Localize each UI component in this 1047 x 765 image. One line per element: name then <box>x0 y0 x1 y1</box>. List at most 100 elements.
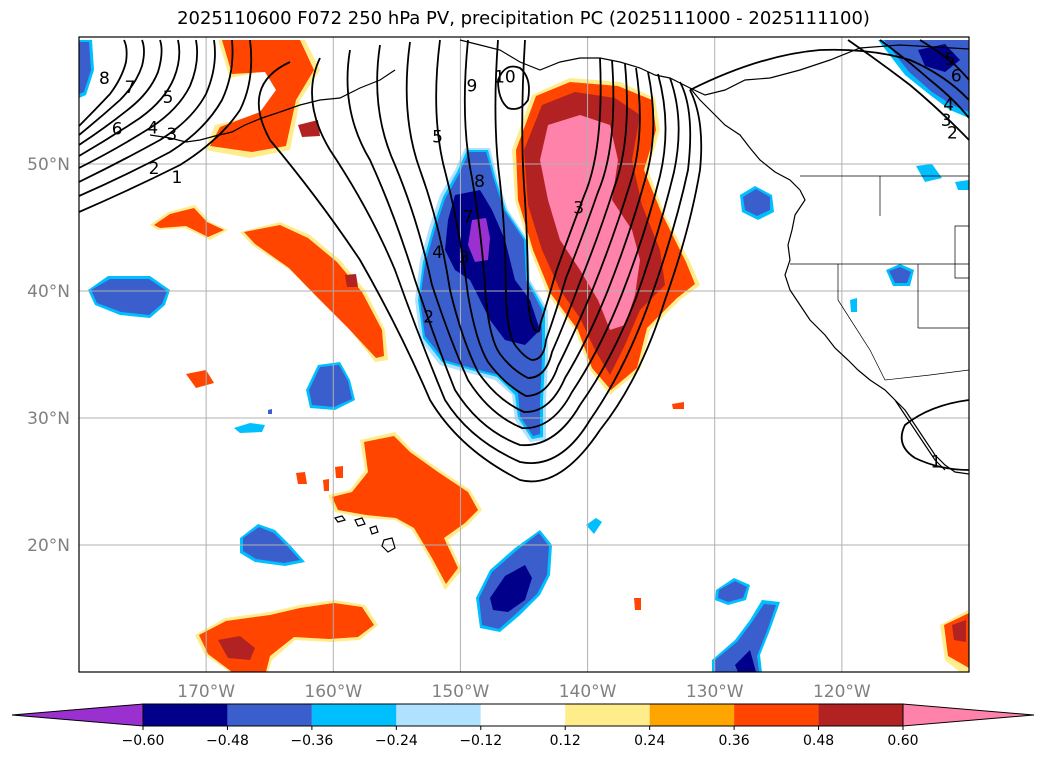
pv-contour <box>79 39 216 183</box>
lat-tick-label: 40°N <box>27 282 70 302</box>
precip-anomaly-positive <box>335 466 343 478</box>
pv-contour <box>689 48 969 101</box>
pv-contour <box>79 39 163 146</box>
colorbar-tick-label: −0.24 <box>375 733 418 749</box>
colorbar-tick-label: 0.36 <box>719 733 750 749</box>
pv-contour <box>879 39 969 119</box>
pv-contour-label: 2 <box>423 308 434 328</box>
colorbar-tick-label: −0.60 <box>122 733 165 749</box>
precip-anomaly-negative <box>234 423 265 433</box>
pv-contour-label: 1 <box>171 168 182 188</box>
pv-contour <box>847 39 969 141</box>
pv-contour-label: 7 <box>124 78 135 98</box>
precip-anomaly-negative <box>445 190 540 345</box>
pv-contour-label: 9 <box>466 77 477 97</box>
colorbar-swatch <box>649 704 735 726</box>
coastline-baja <box>894 399 946 471</box>
pv-contour <box>376 44 667 429</box>
pv-contour-label: 3 <box>459 248 470 268</box>
pv-contour <box>311 57 692 464</box>
precip-anomaly-positive <box>332 436 478 584</box>
colorbar-tick-label: −0.36 <box>290 733 333 749</box>
precip-anomaly-positive <box>186 370 214 388</box>
precip-anomaly-negative <box>889 267 911 283</box>
colorbar-outline <box>142 703 904 727</box>
colorbar-swatch <box>565 704 650 726</box>
precip-anomaly-negative <box>718 581 747 602</box>
precip-anomaly-negative <box>468 218 490 262</box>
coastline-hawaii <box>333 515 396 553</box>
pv-contour <box>919 39 969 81</box>
colorbar-swatch <box>311 704 397 726</box>
precip-anomaly-positive <box>296 472 307 484</box>
pv-contour <box>900 399 969 471</box>
precip-anomaly-negative <box>735 650 756 672</box>
precip-fields <box>79 40 969 672</box>
precip-anomaly-negative <box>916 164 942 182</box>
colorbar-tick-label: −0.12 <box>459 733 502 749</box>
precip-anomaly-negative <box>955 180 969 190</box>
pv-contour <box>79 39 253 213</box>
colorbar-swatch <box>143 704 228 726</box>
pv-contour-label: 4 <box>147 118 158 138</box>
pv-contour <box>79 39 145 136</box>
pv-contour-label: 3 <box>166 125 177 145</box>
lon-tick-label: 160°W <box>304 682 362 702</box>
coastline-panhandle <box>689 87 801 191</box>
precip-anomaly-positive <box>672 402 684 409</box>
colorbar-extend-high <box>902 703 1035 727</box>
lon-tick-label: 130°W <box>686 682 744 702</box>
pv-contour <box>494 39 615 361</box>
precip-anomaly-negative <box>715 604 776 672</box>
state-borders <box>790 175 969 381</box>
precip-anomaly-negative <box>490 565 532 612</box>
precip-anomaly-positive <box>540 115 640 330</box>
precip-anomaly-positive <box>298 120 320 137</box>
pv-contour-label: 8 <box>99 69 110 89</box>
coastline-aleutians <box>149 69 396 143</box>
pv-contour-label: 5 <box>945 50 956 70</box>
colorbar-swatch <box>396 704 481 726</box>
pv-contour <box>79 39 181 157</box>
colorbar-tick-label: 0.24 <box>634 733 665 749</box>
colorbar-swatch <box>734 704 819 726</box>
colorbar: −0.60 −0.48 −0.36 −0.24 −0.12 0.12 0.24 0.36 0.4… <box>11 703 1035 749</box>
pv-contour-label: 4 <box>432 243 443 263</box>
pv-contour-label: 10 <box>494 68 516 88</box>
map-gridlines <box>79 37 969 672</box>
colorbar-swatch <box>480 704 566 726</box>
lon-tick-label: 120°W <box>813 682 871 702</box>
pv-contour-label: 5 <box>432 127 443 147</box>
pv-contour-label: 2 <box>149 159 160 179</box>
precip-anomaly-negative <box>743 189 770 216</box>
lat-tick-label: 50°N <box>27 155 70 175</box>
precip-anomaly-positive <box>323 479 329 491</box>
lat-tick-label: 20°N <box>27 536 70 556</box>
precip-anomaly-positive <box>345 274 358 287</box>
precip-anomaly-negative <box>850 298 857 312</box>
pv-contour <box>346 49 680 446</box>
lat-tick-label: 30°N <box>27 409 70 429</box>
pv-contour <box>257 61 703 483</box>
colorbar-extend-low <box>11 703 144 727</box>
precip-anomaly-negative <box>79 42 91 94</box>
longitude-labels: 170°W 160°W 150°W 140°W 130°W 120°W <box>177 682 871 702</box>
precip-anomaly-positive <box>952 620 966 642</box>
pv-contour-label: 2 <box>947 124 958 144</box>
pv-contour <box>79 39 128 127</box>
map-frame <box>78 36 970 673</box>
precip-anomaly-positive <box>210 40 314 152</box>
precip-anomaly-negative <box>586 518 602 534</box>
colorbar-tick-label: 0.60 <box>887 733 918 749</box>
pv-contour <box>79 39 234 197</box>
colorbar-tick-label: −0.48 <box>206 733 249 749</box>
colorbar-swatch <box>227 704 312 726</box>
pv-contour <box>79 39 199 169</box>
pv-contour-label: 8 <box>474 172 485 192</box>
colorbar-tick-label: 0.12 <box>550 733 581 749</box>
pv-contours <box>79 39 969 483</box>
lon-tick-label: 150°W <box>432 682 490 702</box>
pv-contour <box>435 39 641 397</box>
